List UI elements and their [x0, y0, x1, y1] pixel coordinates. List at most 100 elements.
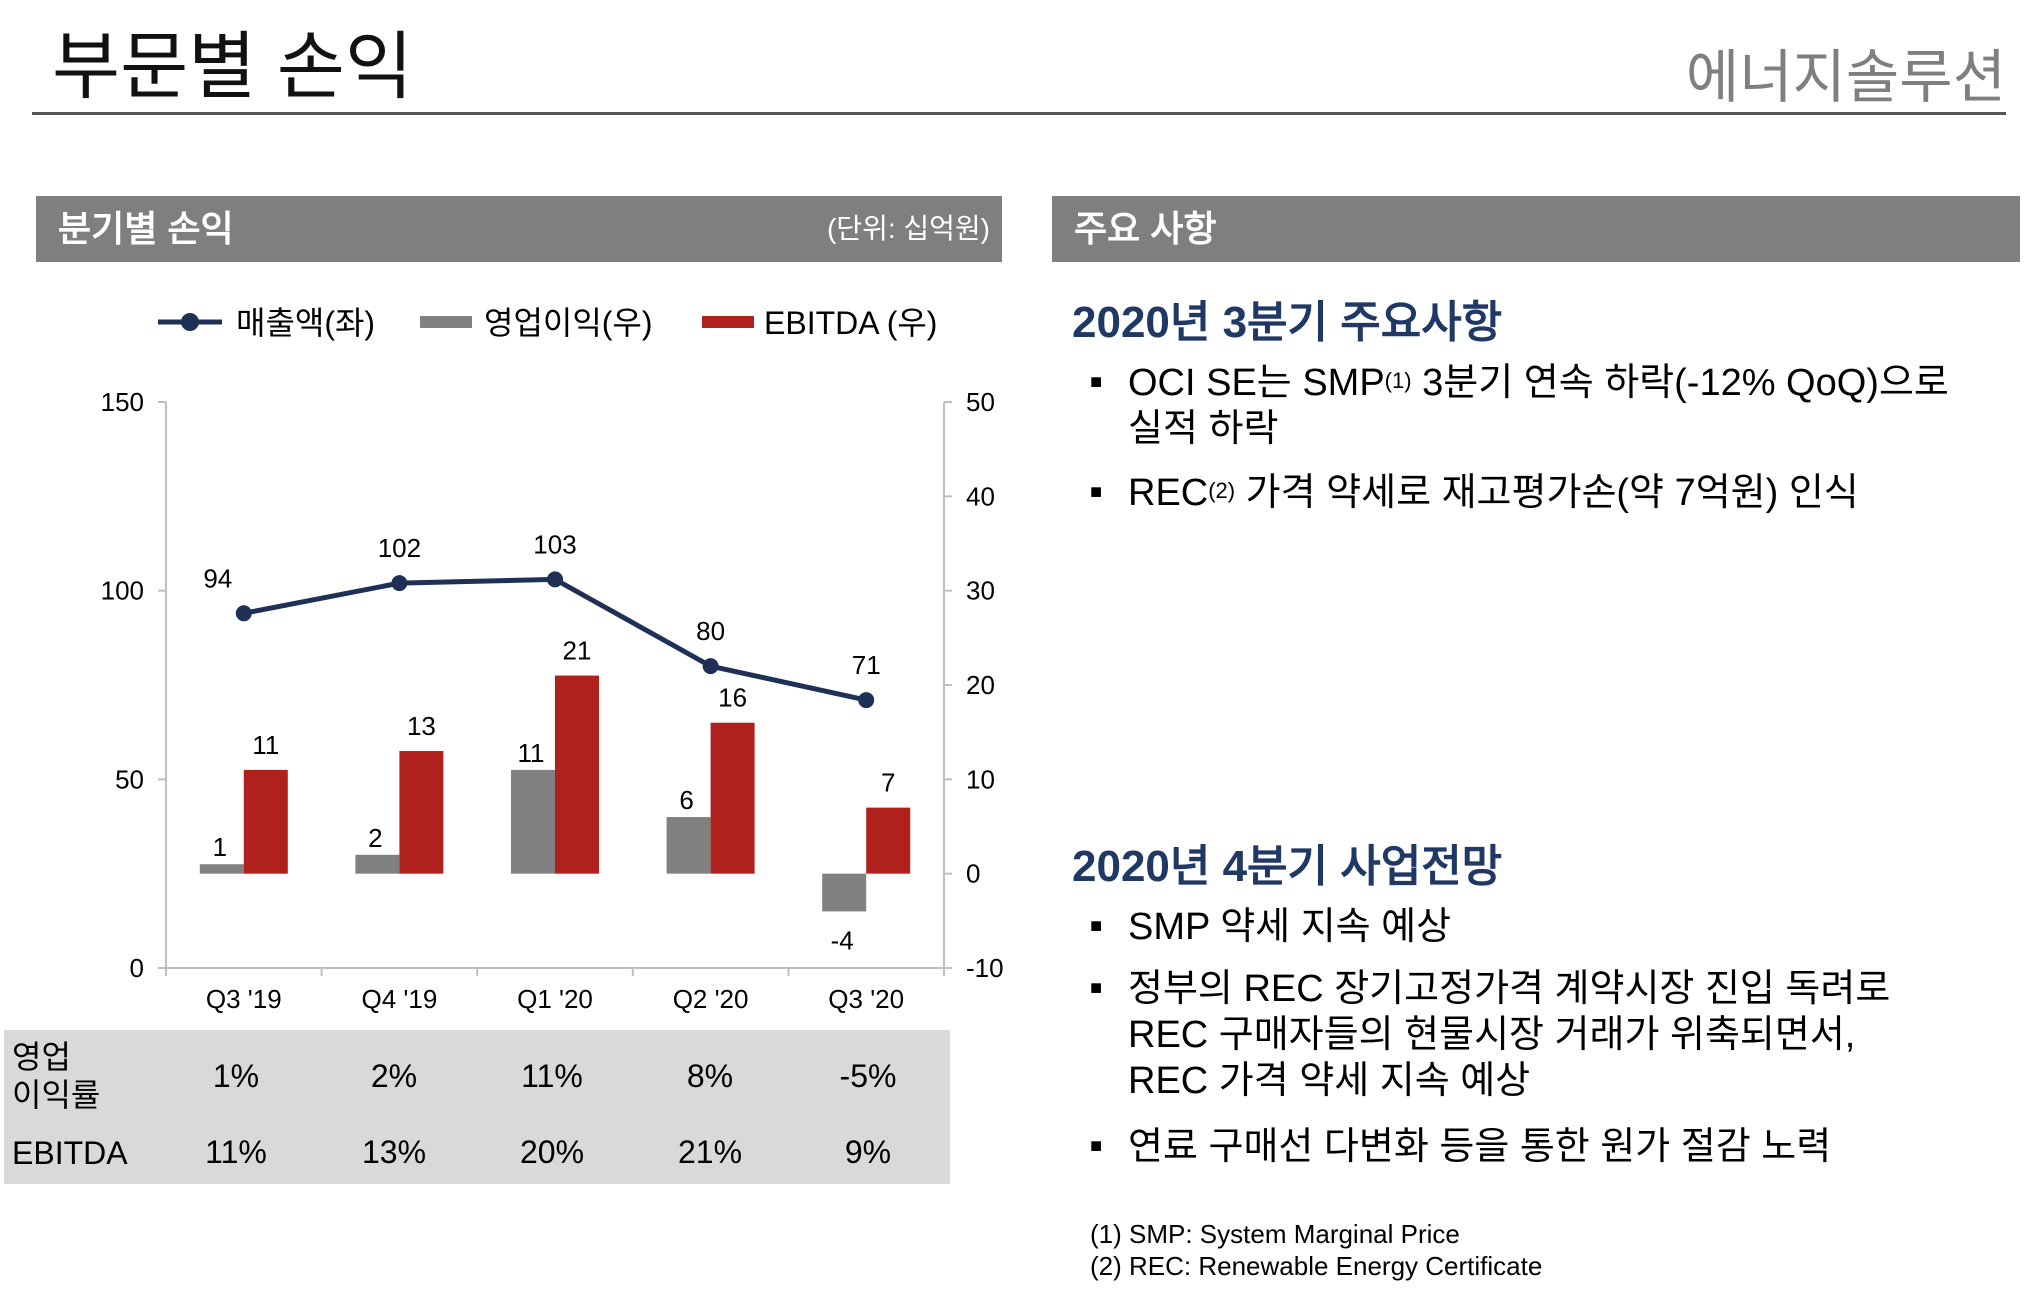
op-margin-label-1: 영업	[12, 1039, 71, 1075]
legend-ebitda-swatch	[702, 316, 754, 328]
chart-legend: 매출액(좌) 영업이익(우) EBITDA (우)	[158, 305, 937, 341]
op-profit-bar	[666, 817, 711, 874]
op-margin-label-2: 이익률	[12, 1077, 101, 1113]
legend-op-swatch	[420, 316, 472, 328]
legend-line-marker	[181, 313, 199, 331]
right-tick-label: 10	[966, 764, 995, 794]
ebitda-bar	[399, 751, 444, 874]
op-profit-bar	[355, 854, 400, 874]
bullet-marker: ■	[1090, 1135, 1103, 1157]
op-profit-label: 6	[679, 785, 693, 815]
op-margin-q1-20: 11%	[521, 1058, 583, 1094]
bullet-marker: ■	[1090, 481, 1103, 503]
left-tick-label: 150	[101, 387, 144, 417]
chart-axes: 0 50 100 150 -10 0 10 20 30 40 50 Q3 '19 Q4 '19 Q1 '2…	[101, 387, 1004, 1014]
q3-bullet-1-text: OCI SE는 SMP	[1128, 362, 1385, 404]
op-profit-bar	[199, 864, 244, 874]
revenue-label: 94	[203, 563, 232, 593]
quarterly-chart: 매출액(좌) 영업이익(우) EBITDA (우) 050100150-100102…	[101, 305, 1004, 1014]
q4-outlook-title: 2020년 4분기 사업전망	[1072, 842, 1503, 891]
q4-bullet-3: 연료 구매선 다변화 등을 통한 원가 절감 노력	[1128, 1126, 1832, 1168]
x-tick-label: Q2 '20	[673, 984, 749, 1014]
left-tick-label: 0	[130, 953, 144, 983]
chart-bars	[199, 675, 911, 912]
quarterly-pl-header: 분기별 손익 (단위: 십억원)	[36, 196, 1002, 262]
x-tick-label: Q3 '19	[206, 984, 282, 1014]
right-tick-label: 50	[966, 387, 995, 417]
footnote-2: (2) REC: Renewable Energy Certificate	[1090, 1251, 1543, 1281]
ebitda-margin-row: EBITDA 11% 13% 20% 21% 9%	[4, 1122, 950, 1184]
chart-line	[235, 571, 875, 709]
revenue-label: 80	[696, 616, 725, 646]
legend-label-op: 영업이익(우)	[484, 305, 653, 341]
ebitda-label: 7	[881, 768, 895, 798]
op-margin-q4-19: 2%	[370, 1058, 418, 1094]
x-tick-label: Q1 '20	[517, 984, 593, 1014]
q3-bullet-2-text-cont: 가격 약세로 재고평가손(약 7억원) 인식	[1235, 472, 1859, 514]
op-profit-bar	[822, 873, 867, 912]
ebitda-bar	[866, 807, 911, 874]
op-profit-label: 11	[518, 738, 545, 768]
right-tick-label: -10	[966, 953, 1004, 983]
ebitda-bar	[710, 722, 755, 874]
bullet-marker: ■	[1090, 915, 1103, 937]
revenue-point	[858, 692, 875, 709]
q3-bullet-2-text: REC	[1128, 472, 1209, 514]
left-tick-label: 50	[115, 764, 144, 794]
quarterly-pl-title: 분기별 손익	[58, 208, 234, 249]
revenue-point	[702, 658, 719, 675]
op-profit-label: -4	[831, 925, 854, 955]
revenue-point	[547, 571, 563, 588]
q4-bullet-2-line3: REC 가격 약세 지속 예상	[1128, 1060, 1531, 1102]
revenue-label: 71	[852, 650, 881, 680]
bullet-marker: ■	[1090, 371, 1103, 393]
q3-bullet-1-text-cont: 3분기 연속 하락(-12% QoQ)으로	[1411, 362, 1949, 404]
x-tick-label: Q3 '20	[828, 984, 904, 1014]
op-profit-bar	[511, 769, 555, 874]
footnote-1: (1) SMP: System Marginal Price	[1090, 1219, 1460, 1249]
op-margin-q2-20: 8%	[686, 1058, 734, 1094]
right-tick-label: 0	[966, 859, 980, 889]
ebitda-margin-label: EBITDA	[12, 1135, 128, 1171]
footnote-ref-2: (2)	[1208, 478, 1236, 503]
ebitda-margin-q3-20: 9%	[844, 1134, 892, 1170]
x-tick-label: Q4 '19	[362, 984, 438, 1014]
ebitda-label: 16	[718, 683, 747, 713]
footnote-ref-1: (1)	[1384, 368, 1412, 393]
q3-bullet-1-line2: 실적 하락	[1128, 408, 1279, 450]
revenue-point	[235, 605, 252, 622]
q4-bullet-2-line2: REC 구매자들의 현물시장 거래가 위축되면서,	[1128, 1014, 1856, 1056]
q3-bullet-2: REC(2) 가격 약세로 재고평가손(약 7억원) 인식	[1128, 470, 1859, 516]
q4-bullet-2: 정부의 REC 장기고정가격 계약시장 진입 독려로	[1128, 968, 1891, 1010]
page-title: 부문별 손익	[52, 25, 413, 108]
title-divider	[32, 112, 2006, 115]
highlights-title: 주요 사항	[1074, 208, 1217, 249]
ebitda-margin-q2-20: 21%	[677, 1134, 743, 1170]
ebitda-label: 11	[252, 730, 279, 760]
right-tick-label: 20	[966, 670, 995, 700]
ebitda-margin-q4-19: 13%	[361, 1134, 427, 1170]
bullet-marker: ■	[1090, 977, 1103, 999]
op-margin-q3-19: 1%	[212, 1058, 260, 1094]
ebitda-label: 13	[407, 711, 436, 741]
revenue-label: 103	[533, 529, 576, 559]
legend-label-ebitda: EBITDA (우)	[764, 305, 937, 341]
revenue-label: 102	[378, 533, 421, 563]
op-profit-label: 1	[213, 832, 227, 862]
ebitda-label: 21	[563, 636, 592, 666]
ebitda-margin-q3-19: 11%	[205, 1134, 267, 1170]
legend-label-revenue: 매출액(좌)	[236, 305, 375, 341]
q4-bullet-1: SMP 약세 지속 예상	[1128, 906, 1452, 948]
ebitda-bar	[555, 675, 599, 874]
revenue-point	[391, 575, 408, 592]
q3-highlights-title: 2020년 3분기 주요사항	[1072, 298, 1503, 347]
op-margin-q3-20: -5%	[839, 1058, 897, 1094]
op-profit-label: 2	[368, 823, 382, 853]
right-tick-label: 40	[966, 481, 995, 511]
highlights-header: 주요 사항	[1052, 196, 2020, 262]
ebitda-margin-q1-20: 20%	[519, 1134, 585, 1170]
right-tick-label: 30	[966, 576, 995, 606]
ebitda-bar	[243, 769, 288, 874]
left-tick-label: 100	[101, 576, 144, 606]
